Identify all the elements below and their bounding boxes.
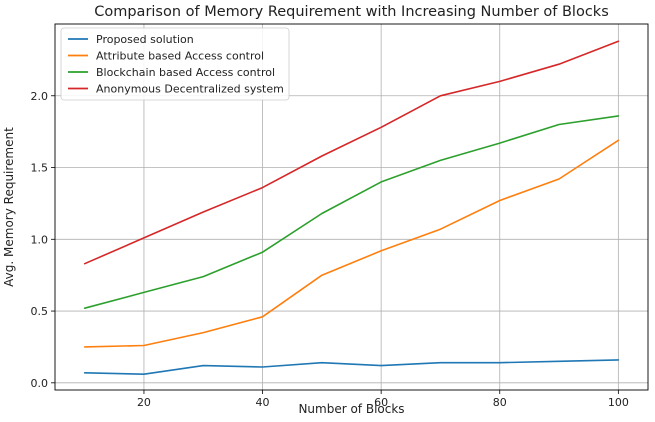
- legend-entry-label: Attribute based Access control: [96, 50, 264, 63]
- y-tick-label: 1.0: [31, 233, 49, 246]
- series-line-anonymous-decentralized-system: [83, 40, 620, 265]
- x-tick-label: 100: [608, 396, 629, 409]
- x-tick-label: 80: [493, 396, 507, 409]
- legend: Proposed solution Attribute based Access …: [60, 27, 290, 101]
- legend-entry-label: Blockchain based Access control: [96, 66, 275, 79]
- series-lines: [83, 40, 620, 376]
- y-tick-label: 0.0: [31, 377, 49, 390]
- y-axis-ticks: 0.0 0.5 1.0 1.5 2.0: [31, 90, 55, 390]
- x-tick-label: 40: [256, 396, 270, 409]
- x-axis-ticks: 20 40 60 80 100: [137, 390, 629, 409]
- legend-entry-label: Anonymous Decentralized system: [96, 83, 284, 96]
- legend-entry-label: Proposed solution: [96, 33, 194, 46]
- x-tick-label: 60: [374, 396, 388, 409]
- chart-title: Comparison of Memory Requirement with In…: [94, 4, 609, 20]
- x-axis-label: Number of Blocks: [298, 402, 404, 416]
- series-line-proposed-solution: [83, 359, 620, 376]
- y-axis-label: Avg. Memory Requirement: [2, 127, 16, 287]
- series-line-blockchain-based-access-control: [83, 115, 620, 310]
- plot-frame: [54, 23, 649, 391]
- y-tick-label: 2.0: [31, 90, 49, 103]
- legend-box: [60, 27, 290, 101]
- y-tick-label: 1.5: [31, 162, 49, 175]
- x-tick-label: 20: [137, 396, 151, 409]
- y-tick-label: 0.5: [31, 305, 49, 318]
- series-line-attribute-based-access-control: [83, 139, 620, 348]
